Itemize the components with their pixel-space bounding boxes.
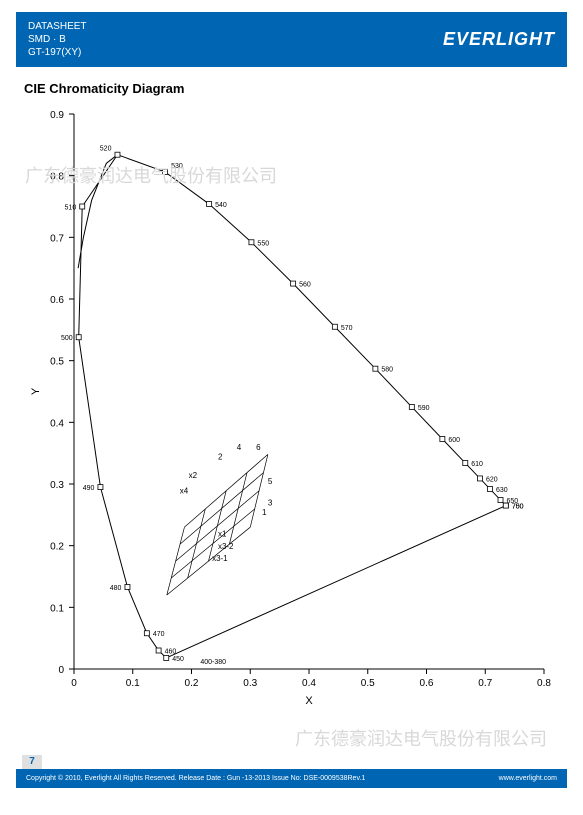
svg-text:450: 450 [172,656,184,663]
header-line3: GT-197(XY) [28,46,87,59]
svg-text:x1: x1 [218,529,227,538]
cie-chart: 0 0.1 0.2 0.3 0.4 0.5 0.6 0.7 0.8 0 0.1 0.2 0.3 0.4 0.… [24,104,554,714]
svg-text:0.1: 0.1 [50,603,64,614]
svg-text:1: 1 [262,508,267,517]
svg-text:0.6: 0.6 [420,678,434,689]
chart-svg: 0 0.1 0.2 0.3 0.4 0.5 0.6 0.7 0.8 0 0.1 0.2 0.3 0.4 0.… [24,104,554,714]
svg-text:x3-2: x3-2 [218,542,234,551]
svg-text:0.2: 0.2 [185,678,199,689]
chart-title: CIE Chromaticity Diagram [24,81,583,96]
svg-text:Y: Y [30,387,42,395]
svg-text:510: 510 [65,205,77,212]
svg-text:590: 590 [418,405,430,412]
svg-text:500: 500 [61,335,73,342]
footer: 7 Copyright © 2010, Everlight All Rights… [16,769,567,797]
svg-text:2: 2 [218,452,223,461]
header-left: DATASHEET SMD · B GT-197(XY) [28,20,87,59]
svg-text:0.8: 0.8 [50,172,64,183]
svg-text:0.3: 0.3 [243,678,257,689]
svg-text:6: 6 [256,443,261,452]
svg-text:5: 5 [268,477,273,486]
header-line2: SMD · B [28,33,87,46]
svg-text:0.7: 0.7 [50,233,64,244]
svg-text:0.6: 0.6 [50,295,64,306]
svg-text:x3-1: x3-1 [212,554,228,563]
svg-text:520: 520 [100,146,112,153]
svg-text:0.7: 0.7 [478,678,492,689]
svg-text:0.1: 0.1 [126,678,140,689]
svg-text:600: 600 [448,437,460,444]
svg-text:480: 480 [110,585,122,592]
svg-text:540: 540 [215,202,227,209]
svg-text:4: 4 [237,443,242,452]
svg-text:x2: x2 [189,471,198,480]
svg-text:0.5: 0.5 [50,357,64,368]
svg-text:460: 460 [165,649,177,656]
svg-text:530: 530 [171,163,183,170]
svg-text:0.3: 0.3 [50,480,64,491]
footer-url: www.everlight.com [499,775,557,782]
svg-text:0.4: 0.4 [302,678,316,689]
svg-text:3: 3 [268,499,273,508]
svg-text:570: 570 [341,325,353,332]
footer-blue: Copyright © 2010, Everlight All Rights R… [16,769,567,788]
watermark-bottom: 广东德豪润达电气股份有限公司 [295,725,547,751]
header-line1: DATASHEET [28,20,87,33]
svg-text:400-380: 400-380 [200,659,226,666]
svg-text:610: 610 [471,461,483,468]
header-bar: DATASHEET SMD · B GT-197(XY) EVERLIGHT [16,12,567,67]
brand-logo: EVERLIGHT [443,29,555,50]
svg-text:560: 560 [299,282,311,289]
svg-text:580: 580 [381,367,393,374]
svg-text:X: X [305,695,313,707]
svg-text:x4: x4 [180,486,189,495]
svg-text:0.5: 0.5 [361,678,375,689]
svg-text:550: 550 [257,240,269,247]
copyright-text: Copyright © 2010, Everlight All Rights R… [26,775,365,782]
page-number: 7 [22,755,42,769]
svg-text:0.2: 0.2 [50,542,64,553]
svg-text:0: 0 [71,678,77,689]
svg-text:0.4: 0.4 [50,418,64,429]
svg-text:470: 470 [153,631,165,638]
svg-text:620: 620 [486,476,498,483]
svg-text:0: 0 [58,665,64,676]
svg-text:490: 490 [83,485,95,492]
svg-text:750: 750 [512,504,524,511]
svg-text:630: 630 [496,487,508,494]
svg-text:0.9: 0.9 [50,110,64,121]
svg-text:0.8: 0.8 [537,678,551,689]
